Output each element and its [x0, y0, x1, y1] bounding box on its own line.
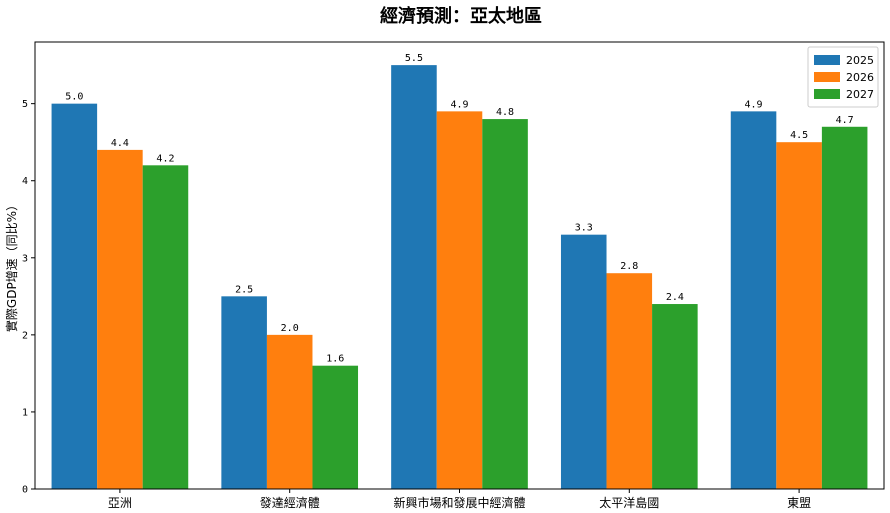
y-tick-label-4: 4 — [22, 176, 28, 187]
data-label-2027-3: 4.8 — [496, 107, 514, 118]
x-axis: 亞洲 發達經濟體 新興市場和發展中經濟體 太平洋島國 東盟 — [108, 489, 811, 510]
x-tick-label-5: 東盟 — [787, 496, 811, 510]
data-label-2026-3: 4.9 — [450, 99, 468, 110]
data-label-2026-1: 4.4 — [111, 138, 129, 149]
data-label-2026-4: 2.8 — [620, 261, 638, 272]
bar-2026-1 — [97, 149, 143, 489]
y-axis-label: 實際GDP增速（同比%） — [4, 199, 19, 332]
plot-area: 5.0 4.4 4.2 2.5 2.0 1.6 5.5 4.9 4.8 3.3 2.8 2.4 4.9 4… — [51, 53, 868, 490]
bar-2027-3 — [482, 119, 528, 489]
data-label-2025-2: 2.5 — [235, 284, 253, 295]
data-label-2027-5: 4.7 — [836, 115, 854, 126]
legend: 2025 2026 2027 — [807, 46, 879, 108]
bar-2027-2 — [312, 365, 359, 489]
bar-2025-1 — [51, 103, 98, 489]
bar-2025-2 — [221, 296, 267, 489]
y-tick-label-3: 3 — [22, 253, 28, 264]
bar-2026-4 — [606, 273, 653, 489]
x-tick-label-1: 亞洲 — [108, 496, 132, 510]
bar-2025-5 — [730, 111, 777, 490]
x-tick-label-2: 發達經濟體 — [260, 495, 320, 510]
bar-2026-3 — [436, 111, 483, 490]
legend-swatch-2027 — [814, 89, 840, 99]
y-tick-label-5: 5 — [22, 99, 28, 110]
x-tick-label-3: 新興市場和發展中經濟體 — [393, 495, 525, 510]
data-label-2025-5: 4.9 — [745, 99, 763, 110]
bar-2025-3 — [391, 65, 437, 489]
legend-label-2026: 2026 — [846, 71, 874, 84]
y-tick-label-1: 1 — [22, 407, 28, 418]
data-label-2027-1: 4.2 — [156, 153, 174, 164]
bar-2027-4 — [652, 304, 698, 489]
bar-2027-5 — [821, 126, 868, 489]
data-label-2025-1: 5.0 — [65, 92, 83, 103]
legend-swatch-2026 — [814, 72, 840, 82]
data-label-2026-5: 4.5 — [790, 130, 808, 141]
y-axis: 0 1 2 3 4 5 — [22, 99, 35, 496]
chart-title: 經濟預測：亞太地區 — [380, 5, 542, 27]
legend-label-2027: 2027 — [846, 88, 874, 101]
y-tick-label-0: 0 — [22, 485, 28, 496]
y-tick-label-2: 2 — [22, 330, 28, 341]
legend-label-2025: 2025 — [846, 54, 874, 67]
data-label-2025-4: 3.3 — [575, 223, 593, 234]
x-tick-label-4: 太平洋島國 — [599, 495, 659, 510]
bar-2027-1 — [142, 165, 189, 489]
data-label-2027-2: 1.6 — [326, 354, 344, 365]
data-label-2026-2: 2.0 — [281, 323, 299, 334]
bar-2026-5 — [776, 142, 822, 490]
data-label-2025-3: 5.5 — [405, 53, 423, 64]
bar-2026-2 — [266, 334, 313, 489]
legend-swatch-2025 — [814, 55, 840, 65]
data-label-2027-4: 2.4 — [666, 292, 684, 303]
bar-2025-4 — [560, 234, 607, 489]
